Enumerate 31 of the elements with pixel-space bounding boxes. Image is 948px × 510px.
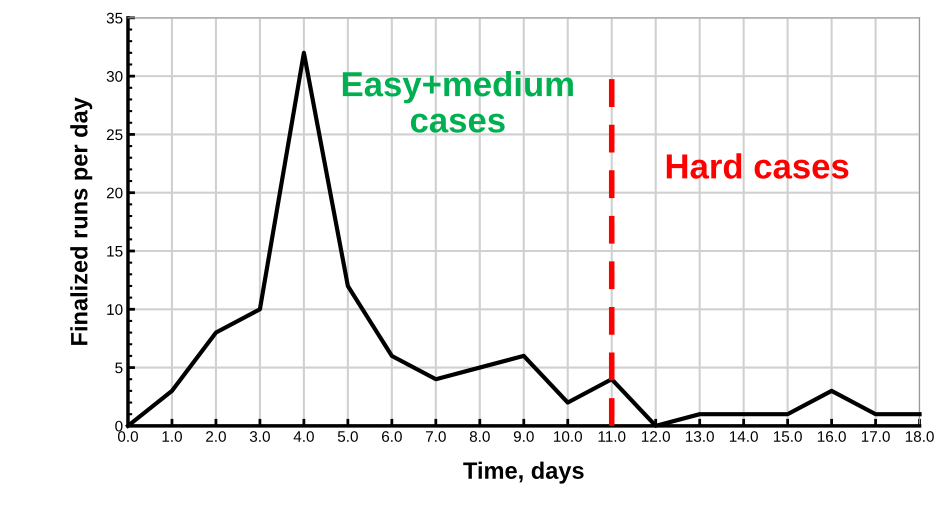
x-axis-title: Time, days	[463, 462, 584, 484]
y-tick-label: 35	[106, 12, 122, 24]
x-tick-label: 3.0	[250, 431, 270, 442]
y-tick-label: 20	[106, 188, 123, 198]
y-tick-label: 0	[115, 420, 123, 432]
x-tick-label: 11.0	[598, 431, 626, 442]
x-tick-label: 0.0	[118, 431, 138, 442]
x-tick-label: 16.0	[818, 431, 846, 442]
x-tick-label: 2.0	[206, 431, 226, 442]
y-tick-label: 5	[115, 362, 122, 374]
x-tick-label: 5.0	[338, 431, 358, 442]
x-tick-label: 15.0	[774, 431, 802, 442]
x-tick-label: 1.0	[162, 431, 182, 442]
x-tick-label: 18.0	[906, 431, 934, 442]
x-tick-label: 7.0	[426, 431, 446, 442]
y-tick-label: 10	[107, 304, 123, 315]
x-tick-label: 6.0	[382, 431, 402, 442]
y-axis-title: Finalized runs per day	[70, 97, 92, 345]
y-tick-label: 30	[106, 71, 123, 82]
x-tick-label: 10.0	[554, 431, 582, 442]
x-tick-label: 9.0	[514, 431, 534, 442]
ref-line-label: Hard cases	[666, 153, 848, 179]
y-tick-label: 25	[106, 129, 122, 140]
x-tick-label: 13.0	[686, 431, 714, 442]
x-tick-label: 4.0	[294, 431, 314, 442]
x-tick-label: 12.0	[642, 431, 670, 442]
x-tick-label: 17.0	[862, 431, 890, 442]
y-tick-label: 15	[107, 246, 122, 257]
x-tick-label: 8.0	[470, 431, 490, 442]
annotation: Easy+medium cases	[342, 71, 573, 133]
x-tick-label: 14.0	[730, 431, 758, 442]
